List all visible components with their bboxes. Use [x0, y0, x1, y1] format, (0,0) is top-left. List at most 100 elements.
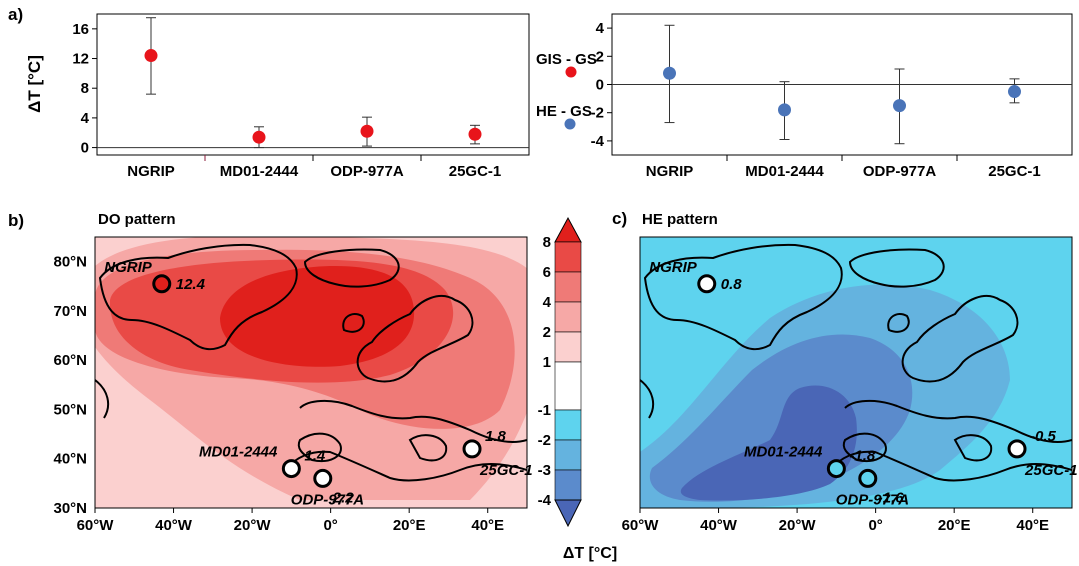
colorbar-tick-label: -1 — [538, 402, 551, 419]
site-value: -0.5 — [1030, 428, 1057, 445]
site-marker — [858, 468, 878, 488]
site-marker — [313, 468, 333, 488]
colorbar-tick-label: 8 — [543, 234, 551, 251]
y-tick-label: 4 — [596, 20, 605, 37]
site-marker — [281, 459, 301, 479]
y-tick-label: 8 — [81, 80, 89, 97]
lon-label: 40°W — [155, 517, 193, 534]
lat-label: 40°N — [53, 451, 87, 468]
colorbar-segment — [554, 331, 582, 363]
y-tick-label: 12 — [72, 51, 89, 68]
map-do-pattern: DO pattern 80°N 70°N 60°N 50°N 40°N 30°N60°W 4… — [53, 211, 533, 534]
x-tick-label: ODP-977A — [863, 163, 937, 180]
site-value: 1.4 — [304, 448, 326, 465]
y-axis-label: ΔT [°C] — [25, 55, 44, 113]
site-name: ODP-977A — [291, 491, 364, 508]
data-point — [360, 124, 374, 138]
lon-label: 40°E — [471, 517, 504, 534]
colorbar-segment — [554, 439, 582, 471]
map-frame — [94, 236, 528, 509]
site-name: ODP-977A — [836, 491, 909, 508]
colorbar-bottom-arrow — [554, 499, 582, 528]
data-point — [663, 66, 676, 80]
colorbar-segment — [554, 469, 582, 501]
legend-gis-label: GIS - GS — [536, 51, 597, 68]
site-name: NGRIP — [104, 259, 153, 276]
y-tick-label: -2 — [591, 105, 604, 122]
data-point — [893, 99, 906, 113]
colorbar-segment — [554, 241, 582, 273]
coastlines — [640, 243, 1072, 482]
chart-frame — [96, 13, 530, 156]
lon-label: 20°W — [234, 517, 272, 534]
x-tick-label: NGRIP — [127, 163, 175, 180]
map-title: HE pattern — [642, 211, 718, 228]
site-value: -1.8 — [849, 448, 876, 465]
lat-label: 60°N — [53, 352, 87, 369]
legend-he-marker — [564, 118, 576, 130]
y-tick-label: 0 — [81, 140, 89, 157]
site-name: MD01-2444 — [199, 444, 278, 461]
lon-label: 0° — [323, 517, 337, 534]
site-marker — [152, 274, 172, 294]
colorbar-top-arrow — [554, 216, 582, 243]
colorbar-tick-label: -4 — [538, 492, 552, 509]
y-tick-label: 16 — [72, 21, 89, 38]
colorbar-segment — [554, 271, 582, 303]
colorbar-tick-label: 1 — [543, 354, 551, 371]
data-point — [778, 103, 791, 117]
data-point — [1008, 85, 1021, 99]
legend: GIS - GS HE - GS — [536, 51, 597, 130]
data-point — [252, 130, 266, 144]
legend-gis-marker — [565, 66, 577, 78]
lat-label: 50°N — [53, 401, 87, 418]
colorbar-segment — [554, 301, 582, 333]
site-value: 0.8 — [721, 276, 743, 293]
map-frame — [639, 236, 1073, 509]
map-field-level-4 — [680, 385, 857, 501]
site-marker — [697, 274, 717, 294]
site-marker — [826, 459, 846, 479]
panel-label-b: b) — [8, 211, 24, 230]
colorbar-tick-label: 6 — [543, 264, 551, 281]
colorbar-segment — [554, 409, 582, 441]
colorbar-title: ΔT [°C] — [563, 545, 617, 562]
colorbar: 8 6 4 2 1 -1 -2 -3 -4 ΔT [°C] — [538, 216, 617, 562]
site-value: 12.4 — [176, 276, 206, 293]
site-value: 2.2 — [332, 489, 355, 506]
x-tick-label: 25GC-1 — [988, 163, 1041, 180]
lon-label: 60°W — [622, 517, 660, 534]
panel-label-a: a) — [8, 5, 23, 24]
lon-label: 0° — [868, 517, 882, 534]
site-marker — [462, 439, 482, 459]
colorbar-tick-label: 4 — [543, 294, 552, 311]
x-tick-label: MD01-2444 — [745, 163, 824, 180]
site-name: MD01-2444 — [744, 444, 823, 461]
site-marker — [1007, 439, 1027, 459]
x-tick-label: ODP-977A — [330, 163, 404, 180]
colorbar-tick-label: 2 — [543, 324, 551, 341]
lon-label: 60°W — [77, 517, 115, 534]
map-title: DO pattern — [98, 211, 176, 228]
y-tick-label: 0 — [596, 77, 604, 94]
lat-label: 30°N — [53, 500, 87, 517]
data-point — [144, 49, 158, 63]
lon-label: 40°E — [1016, 517, 1049, 534]
y-tick-label: -4 — [591, 133, 605, 150]
x-tick-label: MD01-2444 — [220, 163, 299, 180]
lat-label: 70°N — [53, 303, 87, 320]
data-point — [468, 127, 482, 141]
map-he-pattern: HE pattern 60°W 40°W 20°W 0° 20°E 40°E NGRIP 0… — [622, 211, 1078, 534]
lon-label: 20°E — [938, 517, 971, 534]
lon-label: 20°W — [779, 517, 817, 534]
site-name: NGRIP — [649, 259, 698, 276]
colorbar-tick-label: -3 — [538, 462, 551, 479]
colorbar-tick-label: -2 — [538, 432, 551, 449]
legend-he-label: HE - GS — [536, 103, 592, 120]
site-name: 25GC-1 — [479, 462, 533, 479]
lon-label: 20°E — [393, 517, 426, 534]
y-tick-label: 4 — [81, 110, 90, 127]
lon-label: 40°W — [700, 517, 738, 534]
panel-label-c: c) — [612, 209, 627, 228]
